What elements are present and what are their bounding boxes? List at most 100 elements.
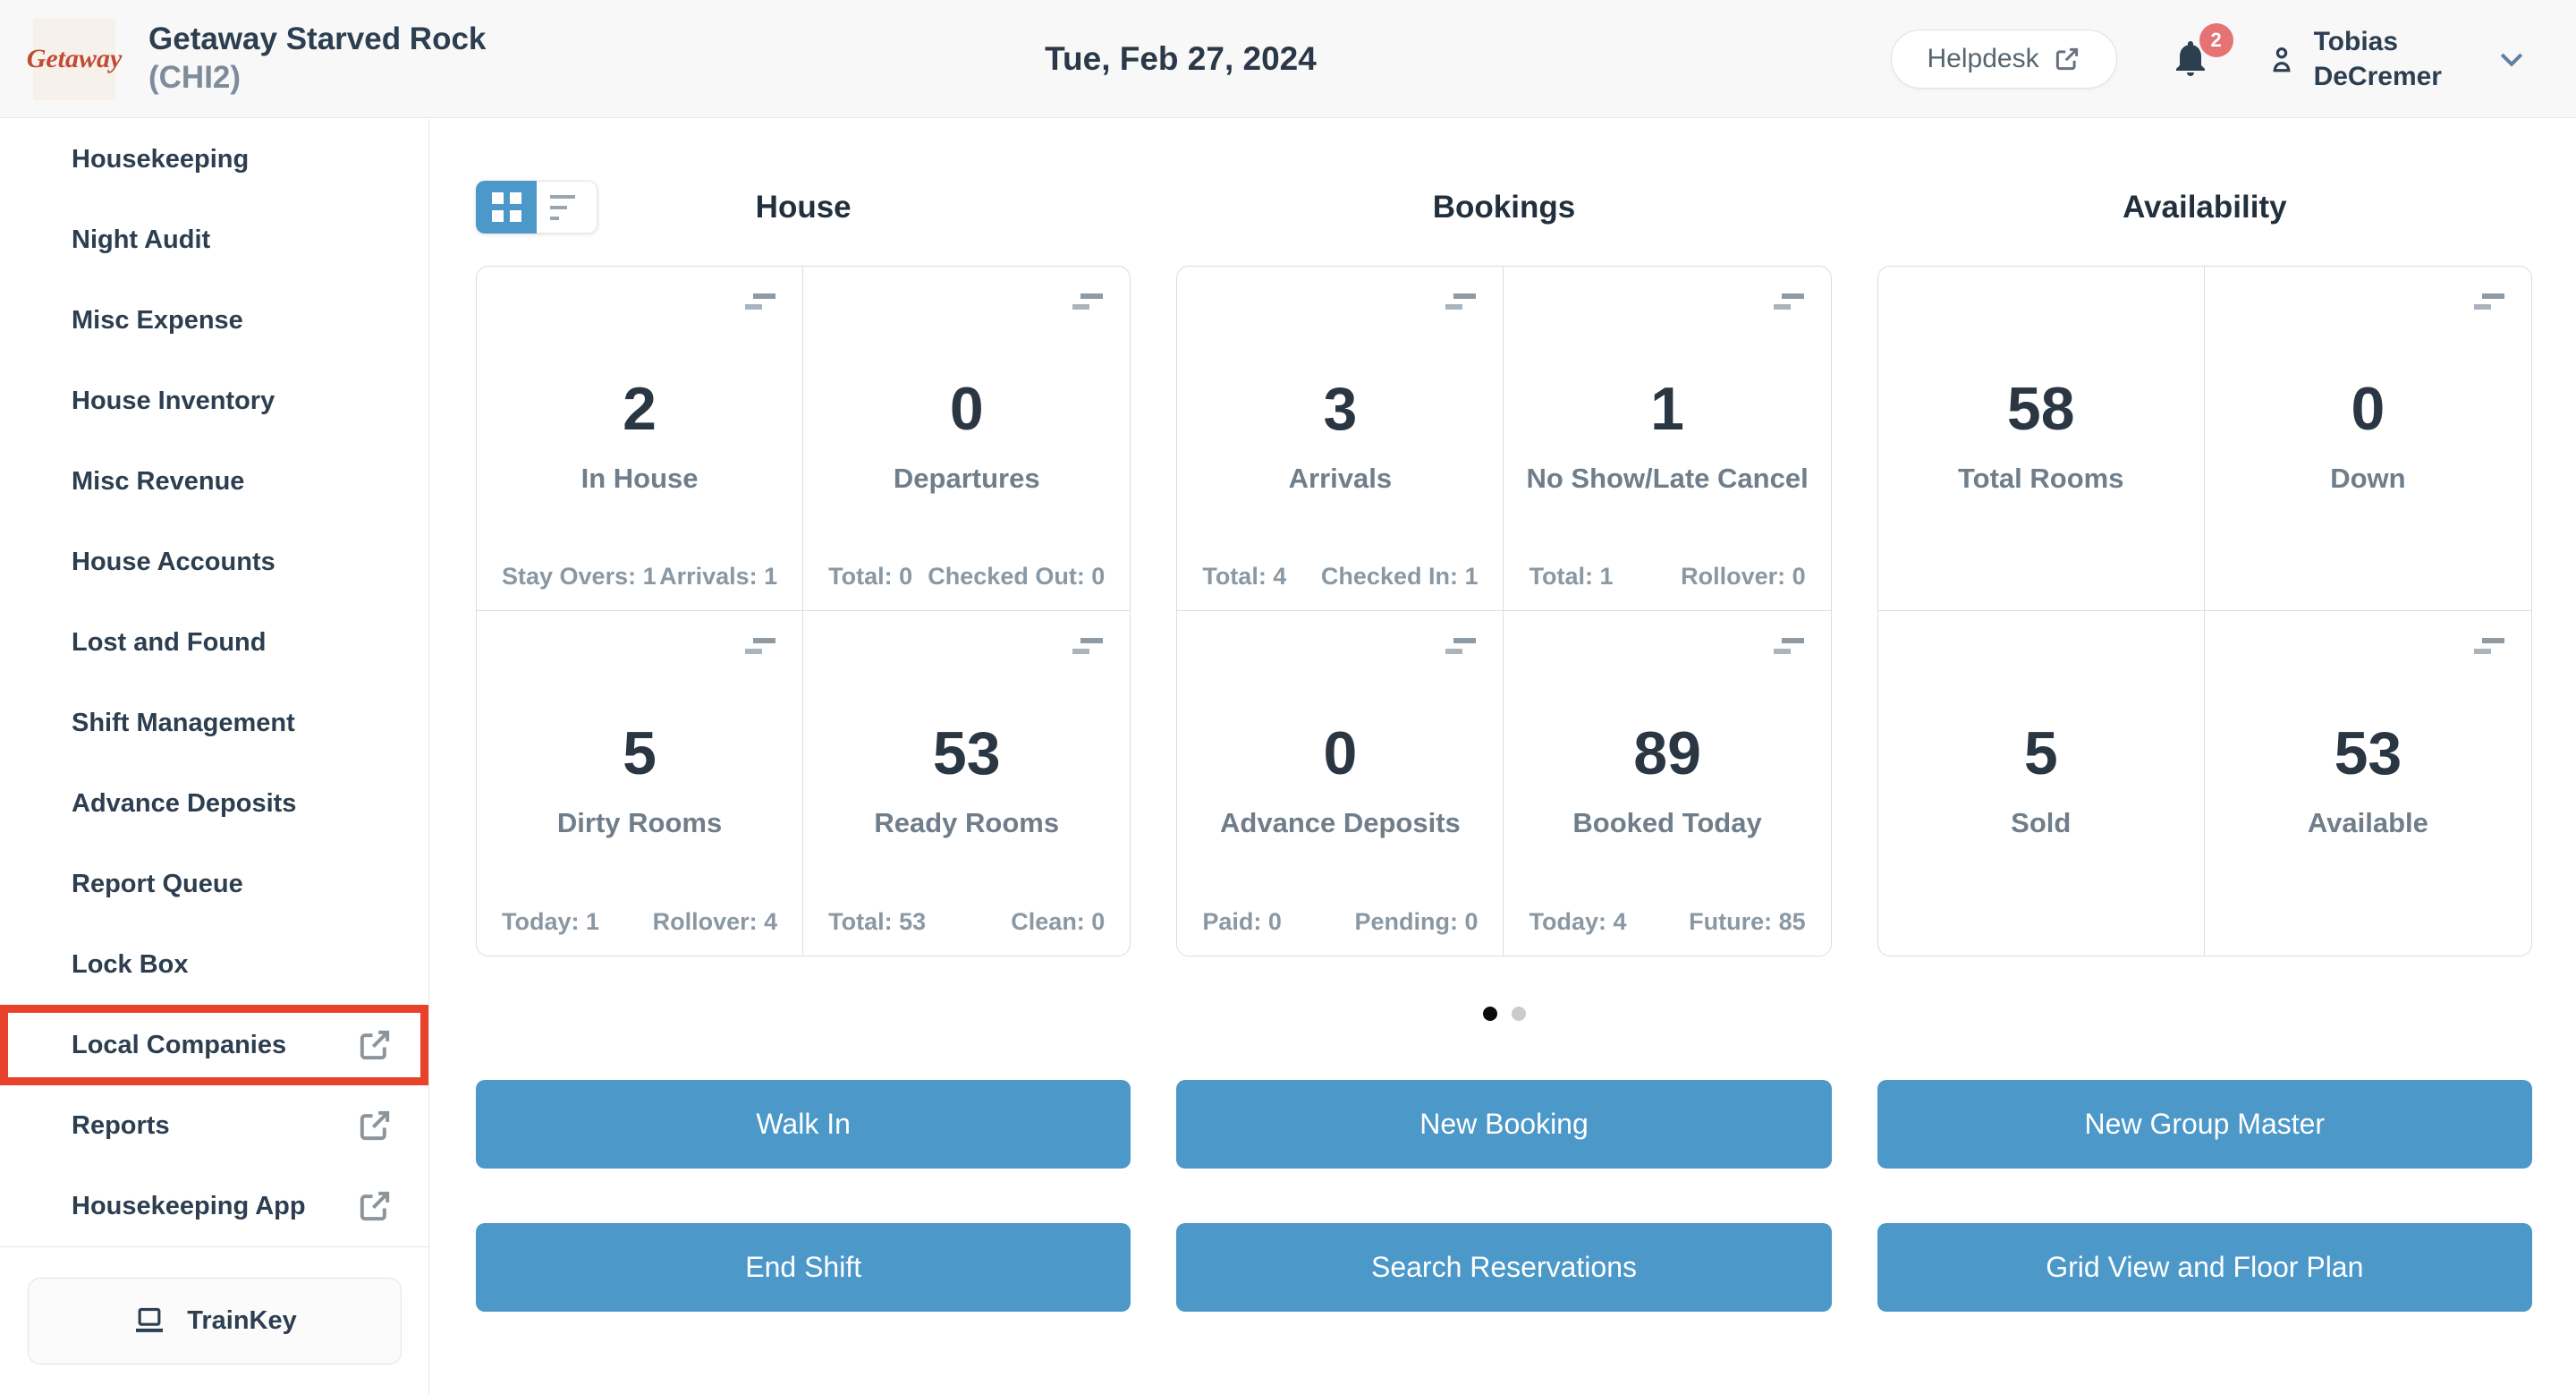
stat-sub-right: Checked In: 1 xyxy=(1320,563,1479,590)
stat-label: Advance Deposits xyxy=(1220,807,1461,838)
sidebar-item-night-audit[interactable]: Night Audit xyxy=(0,200,428,280)
group-title-availability: Availability xyxy=(2123,190,2287,225)
stat-value: 2 xyxy=(623,375,657,443)
stat-label: In House xyxy=(580,463,699,494)
grid-view-floor-plan-button[interactable]: Grid View and Floor Plan xyxy=(1877,1223,2532,1312)
trainkey-panel: TrainKey xyxy=(0,1246,428,1394)
stat-card-sold[interactable]: 5 Sold xyxy=(1878,611,2205,956)
stat-label: Available xyxy=(2307,807,2428,838)
sidebar-item-misc-revenue[interactable]: Misc Revenue xyxy=(0,441,428,522)
stat-card-arrivals[interactable]: 3 Arrivals Total: 4 Checked In: 1 xyxy=(1177,267,1504,611)
filter-bars-icon xyxy=(2473,638,2504,654)
group-house: 2 In House Stay Overs: 1 Arrivals: 1 0 D… xyxy=(476,266,1131,956)
stat-value: 3 xyxy=(1323,375,1358,443)
getaway-logo-text: Getaway xyxy=(26,43,123,73)
walk-in-button[interactable]: Walk In xyxy=(476,1080,1131,1169)
sidebar-item-misc-expense[interactable]: Misc Expense xyxy=(0,280,428,361)
getaway-logo: Getaway xyxy=(27,17,122,100)
user-menu[interactable]: Tobias DeCremer xyxy=(2266,24,2442,94)
sidebar-item-shift-management[interactable]: Shift Management xyxy=(0,683,428,763)
stat-label: Dirty Rooms xyxy=(556,807,723,838)
sidebar-item-housekeeping-app[interactable]: Housekeeping App xyxy=(0,1166,428,1246)
stat-sub-right: Clean: 0 xyxy=(1011,908,1106,935)
stat-label: No Show/Late Cancel xyxy=(1526,463,1809,494)
sidebar-item-label: Lock Box xyxy=(72,949,189,979)
helpdesk-button[interactable]: Helpdesk xyxy=(1890,29,2117,89)
sidebar-item-house-inventory[interactable]: House Inventory xyxy=(0,361,428,441)
stat-value: 53 xyxy=(2334,719,2402,787)
bell-icon xyxy=(2175,40,2205,76)
stat-sub-right: Pending: 0 xyxy=(1354,908,1479,935)
new-booking-button[interactable]: New Booking xyxy=(1176,1080,1832,1169)
stat-sub-right: Checked Out: 0 xyxy=(928,563,1106,590)
stat-label: Total Rooms xyxy=(1958,463,2124,494)
sidebar-item-house-accounts[interactable]: House Accounts xyxy=(0,522,428,602)
stat-sub-right: Future: 85 xyxy=(1689,908,1806,935)
stat-sub-right: Rollover: 0 xyxy=(1681,563,1806,590)
pagination-dot[interactable] xyxy=(1511,1007,1526,1021)
sidebar-item-report-queue[interactable]: Report Queue xyxy=(0,844,428,924)
end-shift-button[interactable]: End Shift xyxy=(476,1223,1131,1312)
stat-value: 0 xyxy=(2351,375,2385,443)
stat-value: 0 xyxy=(949,375,984,443)
stat-card-total-rooms[interactable]: 58 Total Rooms xyxy=(1877,267,2205,611)
property-code: (CHI2) xyxy=(148,59,242,95)
stat-sub-right: Arrivals: 1 xyxy=(659,563,778,590)
stat-sub-right: Rollover: 4 xyxy=(652,908,778,935)
sidebar-item-label: House Accounts xyxy=(72,547,275,576)
sidebar-item-reports[interactable]: Reports xyxy=(0,1085,428,1166)
notifications-button[interactable]: 2 xyxy=(2169,22,2233,82)
sidebar-item-label: Lost and Found xyxy=(72,627,267,657)
stat-card-in-house[interactable]: 2 In House Stay Overs: 1 Arrivals: 1 xyxy=(477,267,804,611)
stat-value: 0 xyxy=(1323,719,1358,787)
stat-card-advance-deposits[interactable]: 0 Advance Deposits Paid: 0 Pending: 0 xyxy=(1177,611,1504,956)
external-link-icon xyxy=(360,1030,390,1060)
sidebar-item-lock-box[interactable]: Lock Box xyxy=(0,924,428,1005)
sidebar-item-label: Misc Expense xyxy=(72,305,243,335)
sidebar-item-local-companies[interactable]: Local Companies xyxy=(0,1005,428,1085)
sidebar-item-advance-deposits[interactable]: Advance Deposits xyxy=(0,763,428,844)
stat-sub-left: Stay Overs: 1 xyxy=(502,563,657,590)
group-availability: 58 Total Rooms 0 Down 5 Sold 53 Availabl… xyxy=(1877,266,2532,956)
stat-label: Booked Today xyxy=(1572,807,1762,838)
stat-sub-left: Total: 53 xyxy=(828,908,927,935)
stat-sub-left: Today: 4 xyxy=(1529,908,1627,935)
stat-sub-left: Total: 4 xyxy=(1202,563,1287,590)
stat-sub-left: Total: 0 xyxy=(828,563,913,590)
stat-value: 58 xyxy=(2006,375,2075,443)
stat-card-down[interactable]: 0 Down xyxy=(2204,267,2531,611)
stat-card-departures[interactable]: 0 Departures Total: 0 Checked Out: 0 xyxy=(803,267,1131,611)
sidebar-item-label: Report Queue xyxy=(72,869,243,898)
sidebar-item-housekeeping[interactable]: Housekeeping xyxy=(0,119,428,200)
stat-card-available[interactable]: 53 Available xyxy=(2205,611,2531,956)
sidebar-item-label: Housekeeping xyxy=(72,144,250,174)
property-name: Getaway Starved Rock xyxy=(148,21,487,56)
app-header: Getaway Getaway Starved Rock (CHI2) Tue,… xyxy=(0,0,2576,118)
laptop-icon xyxy=(136,1307,164,1332)
sidebar-item-label: Advance Deposits xyxy=(72,788,297,818)
sidebar-item-label: Housekeeping App xyxy=(72,1191,306,1220)
stat-card-booked-today[interactable]: 89 Booked Today Today: 4 Future: 85 xyxy=(1504,611,1830,956)
stat-label: Down xyxy=(2330,463,2406,494)
trainkey-button[interactable]: TrainKey xyxy=(27,1277,402,1364)
stat-card-no-show-late-cancel[interactable]: 1 No Show/Late Cancel Total: 1 Rollover:… xyxy=(1504,267,1831,611)
chevron-down-icon[interactable] xyxy=(2494,41,2529,77)
stat-card-dirty-rooms[interactable]: 5 Dirty Rooms Today: 1 Rollover: 4 xyxy=(477,611,804,956)
stat-sub-left: Total: 1 xyxy=(1529,563,1614,590)
list-view-button[interactable] xyxy=(537,181,597,234)
stat-label: Sold xyxy=(2011,807,2072,838)
new-group-master-button[interactable]: New Group Master xyxy=(1877,1080,2532,1169)
search-reservations-button[interactable]: Search Reservations xyxy=(1176,1223,1832,1312)
view-toggle xyxy=(476,181,597,234)
sidebar-item-label: Misc Revenue xyxy=(72,466,245,496)
sidebar-item-lost-and-found[interactable]: Lost and Found xyxy=(0,602,428,683)
grid-view-button[interactable] xyxy=(476,181,537,234)
pagination-dot[interactable] xyxy=(1482,1007,1497,1021)
filter-bars-icon xyxy=(2473,293,2504,310)
filter-bars-icon xyxy=(1445,638,1477,654)
external-link-icon xyxy=(360,1191,390,1221)
user-icon xyxy=(2273,47,2291,72)
sidebar-item-label: Shift Management xyxy=(72,708,295,737)
filter-bars-icon xyxy=(1773,638,1804,654)
stat-card-ready-rooms[interactable]: 53 Ready Rooms Total: 53 Clean: 0 xyxy=(803,611,1130,956)
